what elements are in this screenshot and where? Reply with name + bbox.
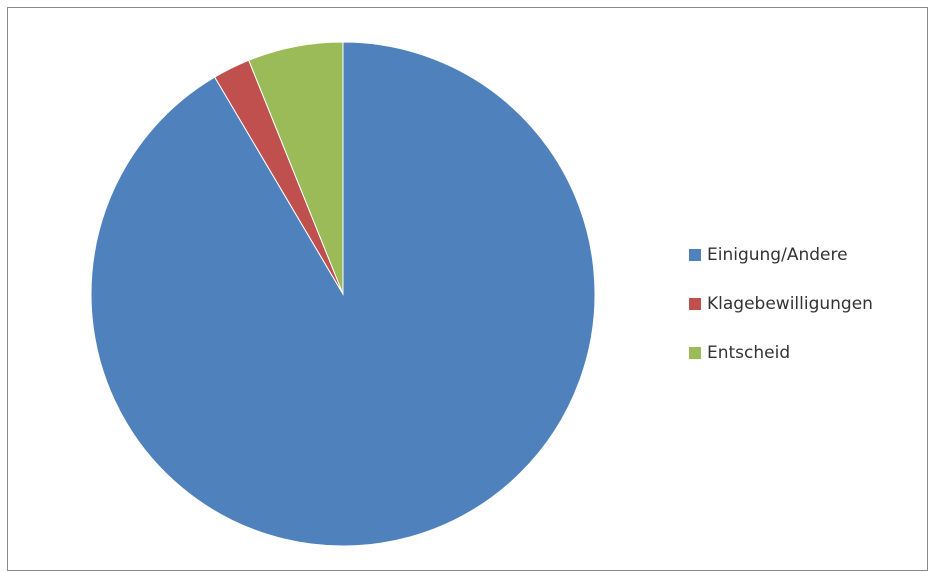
legend-item-klagebewilligungen: Klagebewilligungen bbox=[689, 279, 873, 328]
legend-swatch-einigung-andere bbox=[689, 248, 701, 261]
legend: Einigung/Andere Klagebewilligungen Entsc… bbox=[689, 230, 873, 377]
legend-label-klagebewilligungen: Klagebewilligungen bbox=[707, 293, 873, 314]
pie-chart bbox=[90, 41, 596, 547]
legend-swatch-klagebewilligungen bbox=[689, 297, 701, 310]
legend-item-einigung-andere: Einigung/Andere bbox=[689, 230, 873, 279]
pie-slice-entscheid bbox=[248, 41, 344, 295]
legend-swatch-entscheid bbox=[689, 346, 701, 359]
chart-area: Einigung/Andere Klagebewilligungen Entsc… bbox=[7, 7, 928, 571]
legend-item-entscheid: Entscheid bbox=[689, 328, 873, 377]
legend-label-entscheid: Entscheid bbox=[707, 342, 791, 363]
legend-label-einigung-andere: Einigung/Andere bbox=[707, 244, 848, 265]
